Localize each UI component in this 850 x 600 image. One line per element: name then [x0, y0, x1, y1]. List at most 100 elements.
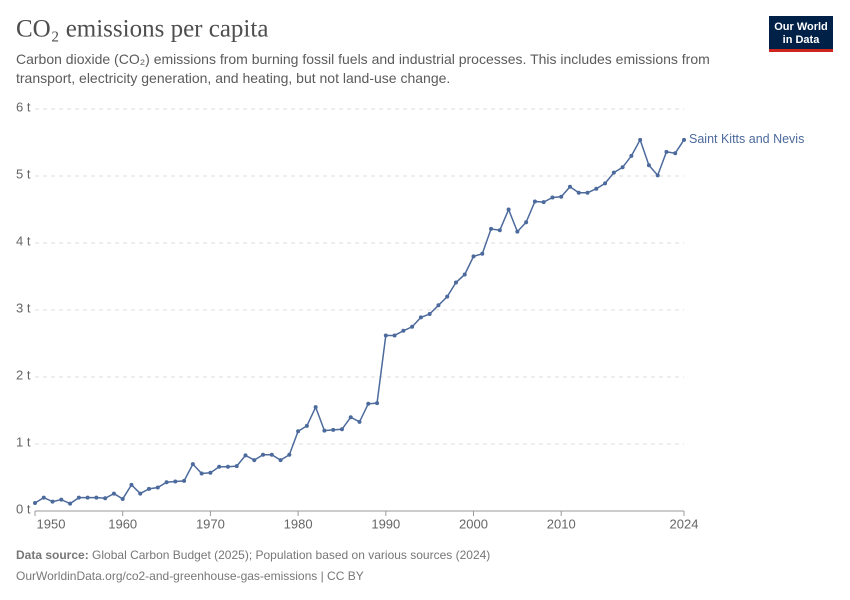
point [85, 495, 90, 500]
point [155, 485, 160, 490]
source-text: Global Carbon Budget (2025); Population … [92, 548, 490, 562]
y-tick-label: 3 t [16, 300, 31, 315]
x-tick-label: 2024 [670, 516, 699, 531]
point [541, 200, 546, 205]
point [497, 228, 502, 233]
point [550, 195, 555, 200]
source: Data source: Global Carbon Budget (2025)… [16, 548, 490, 562]
logo [769, 16, 833, 50]
x-tick-label: 1950 [37, 516, 66, 531]
point [682, 137, 686, 142]
point [111, 491, 116, 496]
series-label: Saint Kitts and Nevis [689, 132, 804, 146]
point [489, 226, 494, 231]
point [445, 294, 450, 299]
point [164, 480, 169, 485]
point [357, 419, 362, 424]
x-tick-label: 1980 [284, 516, 313, 531]
point [41, 495, 46, 500]
point [199, 471, 204, 476]
point [567, 184, 572, 189]
point [120, 496, 125, 501]
y-tick-label: 1 t [16, 434, 31, 449]
point [287, 452, 292, 457]
point [278, 458, 283, 463]
point [506, 207, 511, 212]
point [225, 464, 230, 469]
url: OurWorldinData.org/co2-and-greenhouse-ga… [16, 569, 364, 583]
point [524, 220, 529, 225]
point [252, 458, 257, 463]
point [190, 462, 195, 467]
point [313, 405, 318, 410]
point [234, 464, 239, 469]
point [673, 151, 678, 156]
point [68, 501, 73, 506]
point [576, 190, 581, 195]
logo-text: in Data [783, 34, 821, 46]
point [629, 153, 634, 158]
point [383, 333, 388, 338]
point [138, 491, 143, 496]
point [76, 495, 81, 500]
point [173, 479, 178, 484]
point [594, 186, 599, 191]
point [348, 415, 353, 420]
y-tick-label: 5 t [16, 166, 31, 181]
point [646, 163, 651, 168]
y-tick-label: 6 t [16, 99, 31, 114]
point [94, 495, 99, 500]
point [339, 427, 344, 432]
x-tick-label: 1970 [196, 516, 225, 531]
y-tick-label: 0 t [16, 501, 31, 516]
logo-bar [769, 49, 833, 52]
point [453, 280, 458, 285]
point [620, 165, 625, 170]
point [208, 470, 213, 475]
logo-text: Our World [774, 21, 828, 33]
chart-title: CO₂ emissions per capita [16, 16, 268, 43]
point [392, 333, 397, 338]
point [436, 303, 441, 308]
subtitle-box: Carbon dioxide (CO₂) emissions from burn… [16, 51, 710, 86]
point [532, 199, 537, 204]
x-tick-label: 1990 [371, 516, 400, 531]
point [366, 401, 371, 406]
point [401, 328, 406, 333]
point [182, 478, 187, 483]
point [59, 497, 64, 502]
point [375, 401, 380, 406]
point [103, 496, 108, 501]
point [147, 486, 152, 491]
point [304, 423, 309, 428]
point [471, 254, 476, 259]
point [462, 272, 467, 277]
y-tick-label: 2 t [16, 367, 31, 382]
chart-subtitle: Carbon dioxide (CO₂) emissions from burn… [16, 51, 710, 86]
point [410, 324, 415, 329]
point [243, 453, 248, 458]
point [655, 173, 660, 178]
point [603, 181, 608, 186]
point [296, 429, 301, 434]
point [33, 500, 37, 505]
point [515, 229, 520, 234]
point [585, 190, 590, 195]
point [261, 452, 266, 457]
point [129, 482, 134, 487]
point [664, 149, 669, 154]
point [427, 312, 432, 317]
point [611, 170, 616, 175]
point [638, 137, 643, 142]
point [559, 194, 564, 199]
x-tick-label: 2010 [547, 516, 576, 531]
point [269, 452, 274, 457]
point [418, 315, 423, 320]
point [50, 499, 55, 504]
point [322, 428, 327, 433]
x-tick-label: 2000 [459, 516, 488, 531]
y-tick-label: 4 t [16, 233, 31, 248]
point [480, 251, 485, 256]
x-tick-label: 1960 [108, 516, 137, 531]
